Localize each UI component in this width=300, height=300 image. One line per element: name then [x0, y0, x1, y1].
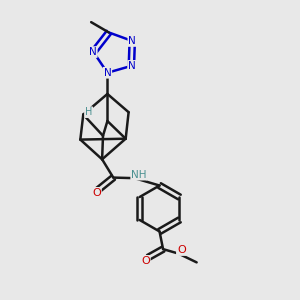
Text: N: N	[128, 61, 136, 71]
Text: O: O	[92, 188, 101, 198]
Text: NH: NH	[131, 169, 147, 180]
Text: N: N	[103, 68, 111, 78]
Text: N: N	[128, 36, 136, 46]
Text: N: N	[89, 47, 97, 57]
Text: H: H	[85, 107, 92, 117]
Text: O: O	[177, 245, 186, 255]
Text: O: O	[141, 256, 150, 266]
